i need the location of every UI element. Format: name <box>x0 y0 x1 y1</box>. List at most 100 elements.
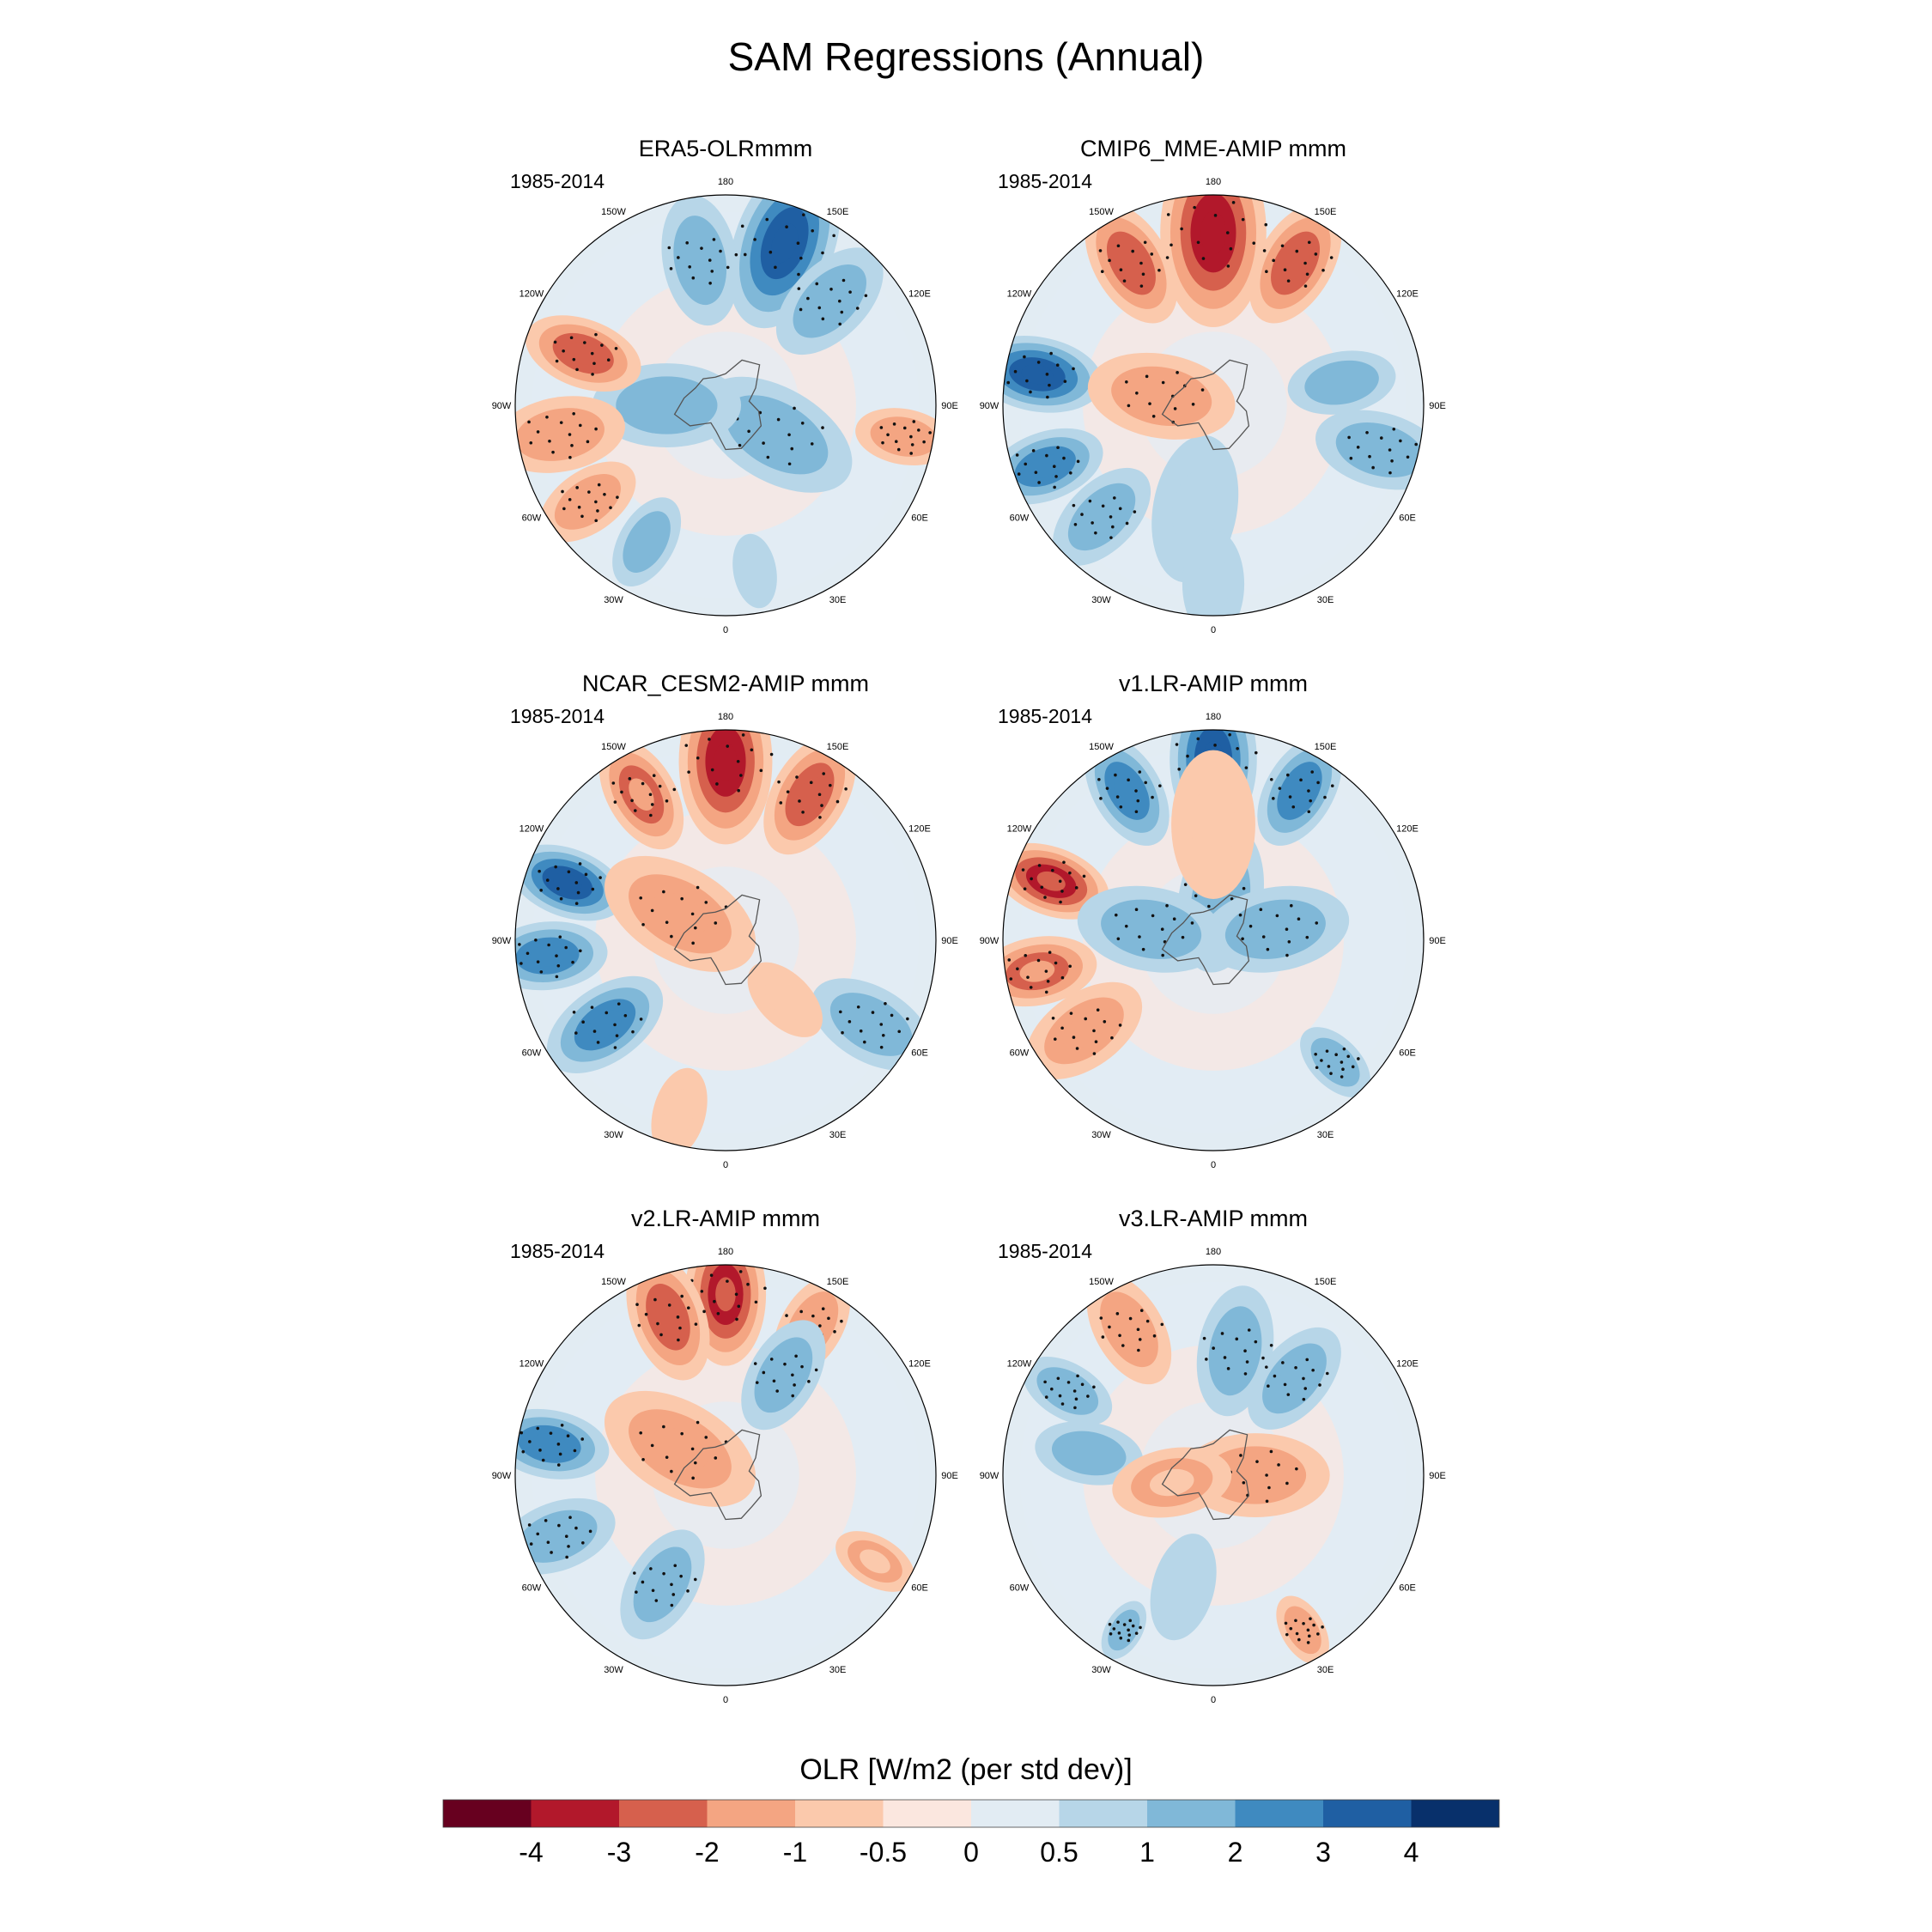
colorbar-tick-label: -2 <box>695 1837 719 1868</box>
significance-stipple <box>821 426 824 429</box>
significance-stipple <box>1329 1072 1333 1075</box>
significance-stipple <box>559 421 563 424</box>
significance-stipple <box>1325 1049 1329 1053</box>
significance-stipple <box>1329 256 1334 259</box>
significance-stipple <box>1254 750 1258 755</box>
map-field <box>515 1265 936 1686</box>
significance-stipple <box>611 781 616 785</box>
anomaly-contour <box>536 1522 580 1552</box>
anomaly-contour <box>860 1549 890 1574</box>
significance-stipple <box>814 1368 818 1372</box>
significance-stipple <box>567 1545 570 1548</box>
significance-stipple <box>1299 778 1303 782</box>
anomaly-contour <box>1062 1012 1106 1049</box>
anomaly-contour <box>1191 785 1236 864</box>
longitude-label: 150W <box>601 742 626 752</box>
significance-stipple <box>1049 351 1053 355</box>
significance-stipple <box>635 1303 639 1307</box>
significance-stipple <box>811 1314 815 1318</box>
significance-stipple <box>691 941 695 945</box>
colorbar-tick-label: -0.5 <box>860 1837 907 1868</box>
longitude-label: 30E <box>1317 1665 1334 1675</box>
significance-stipple <box>753 1362 757 1365</box>
significance-stipple <box>753 238 756 241</box>
significance-stipple <box>894 440 898 443</box>
significance-stipple <box>1161 380 1165 385</box>
significance-stipple <box>754 1300 758 1304</box>
significance-stipple <box>879 426 884 429</box>
significance-stipple <box>1200 388 1205 392</box>
significance-stipple <box>670 1603 674 1607</box>
longitude-label: 90E <box>1429 401 1446 411</box>
significance-stipple <box>536 430 540 434</box>
significance-stipple <box>680 1294 683 1298</box>
longitude-label: 150E <box>1315 742 1337 752</box>
significance-stipple <box>598 876 602 879</box>
significance-stipple <box>1024 953 1028 957</box>
antarctica-coastline <box>1161 894 1250 986</box>
significance-stipple <box>1157 269 1161 272</box>
significance-stipple <box>1031 449 1036 453</box>
significance-stipple <box>644 1312 648 1316</box>
colorbar-swatch <box>1411 1800 1499 1827</box>
longitude-label: 60W <box>1010 1583 1030 1594</box>
significance-stipple <box>686 1589 690 1593</box>
anomaly-contour <box>629 778 654 811</box>
significance-stipple <box>1321 1625 1324 1629</box>
significance-stipple <box>712 238 716 241</box>
significance-stipple <box>791 1373 794 1377</box>
significance-stipple <box>797 272 800 276</box>
significance-stipple <box>1170 243 1173 247</box>
longitude-label: 120W <box>519 1359 544 1370</box>
significance-stipple <box>555 359 559 363</box>
significance-stipple <box>558 1452 562 1456</box>
significance-stipple <box>650 908 654 913</box>
colorbar-swatch <box>971 1800 1060 1827</box>
significance-stipple <box>1241 937 1244 941</box>
significance-stipple <box>726 1279 729 1283</box>
significance-stipple <box>670 1583 673 1587</box>
significance-stipple <box>534 938 538 942</box>
significance-stipple <box>1356 446 1360 449</box>
anomaly-contour <box>1083 498 1121 536</box>
longitude-label: 120W <box>1007 824 1032 835</box>
significance-stipple <box>1158 784 1162 787</box>
significance-stipple <box>1016 967 1019 971</box>
map-panel: 0 30E 60E 90E 120E 150E 180 150W 120W 90W 60W 30W NC… <box>492 671 958 1170</box>
longitude-label: 90W <box>980 1471 999 1481</box>
anomaly-contour <box>1249 913 1303 946</box>
significance-stipple <box>687 770 690 774</box>
significance-stipple <box>1295 249 1299 253</box>
longitude-label: 60W <box>1010 513 1030 524</box>
significance-stipple <box>1269 777 1273 781</box>
significance-stipple <box>560 1424 564 1427</box>
colorbar-tick-label: -3 <box>607 1837 631 1868</box>
anomaly-contour <box>639 389 694 422</box>
anomaly-contour <box>767 1354 799 1396</box>
significance-stipple <box>902 426 907 430</box>
significance-stipple <box>1269 1449 1273 1454</box>
significance-stipple <box>1213 214 1218 217</box>
longitude-label: 90W <box>980 936 999 946</box>
panel-title: v3.LR-AMIP mmm <box>1119 1206 1308 1231</box>
significance-stipple <box>665 799 669 803</box>
significance-stipple <box>1190 921 1194 925</box>
significance-stipple <box>652 774 656 778</box>
significance-stipple <box>741 733 745 737</box>
significance-stipple <box>1137 1348 1140 1352</box>
significance-stipple <box>1114 913 1118 917</box>
significance-stipple <box>1121 1344 1125 1347</box>
significance-stipple <box>1050 1387 1054 1391</box>
significance-stipple <box>734 252 738 257</box>
significance-stipple <box>1056 1376 1060 1381</box>
significance-stipple <box>1380 436 1383 440</box>
significance-stipple <box>1058 1394 1062 1398</box>
anomaly-contour <box>1021 364 1054 385</box>
significance-stipple <box>747 429 750 434</box>
longitude-label: 60E <box>911 513 928 524</box>
significance-stipple <box>1264 222 1268 227</box>
significance-stipple <box>694 1461 697 1465</box>
significance-stipple <box>755 1381 759 1384</box>
significance-stipple <box>1267 1485 1271 1490</box>
significance-stipple <box>1138 770 1142 774</box>
